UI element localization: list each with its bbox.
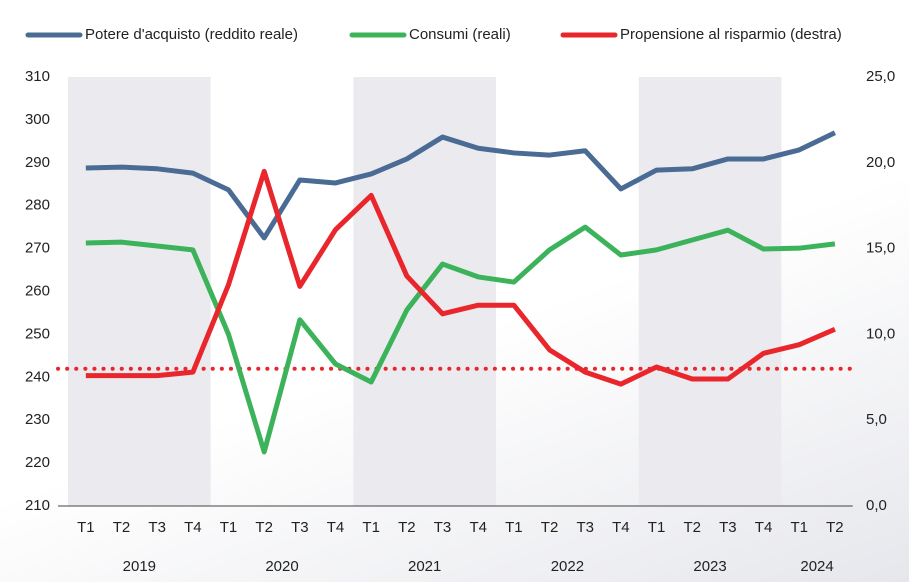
x-tick-label: T2: [113, 519, 131, 536]
y-tick-label: 220: [25, 454, 50, 471]
x-tick-label: T1: [362, 519, 380, 536]
x-tick-label: T2: [398, 519, 416, 536]
y2-tick-label: 5,0: [866, 411, 887, 428]
y-tick-label: 210: [25, 497, 50, 514]
legend-label: Potere d'acquisto (reddito reale): [85, 26, 298, 43]
legend-label: Propensione al risparmio (destra): [620, 26, 842, 43]
series-line: [85, 168, 836, 387]
y-tick-label: 310: [25, 68, 50, 85]
x-tick-label: T4: [612, 519, 630, 536]
x-tick-label: T2: [683, 519, 701, 536]
x-tick-label: T1: [648, 519, 666, 536]
year-band: [638, 77, 782, 506]
series-line: [85, 224, 836, 455]
y2-tick-label: 20,0: [866, 154, 895, 171]
year-label: 2019: [123, 558, 156, 575]
x-tick-label: T2: [255, 519, 273, 536]
x-tick-label: T4: [184, 519, 202, 536]
x-tick-label: T4: [469, 519, 487, 536]
x-tick-label: T3: [576, 519, 594, 536]
year-label: 2020: [265, 558, 298, 575]
x-tick-label: T2: [541, 519, 559, 536]
y-tick-label: 260: [25, 282, 50, 299]
y-tick-label: 300: [25, 111, 50, 128]
year-band: [68, 77, 211, 506]
y-tick-label: 280: [25, 197, 50, 214]
y2-tick-label: 0,0: [866, 497, 887, 514]
x-tick-label: T3: [148, 519, 166, 536]
x-tick-label: T3: [434, 519, 452, 536]
x-tick-label: T4: [755, 519, 773, 536]
y2-tick-label: 25,0: [866, 68, 895, 85]
y-tick-label: 230: [25, 411, 50, 428]
y-tick-label: 240: [25, 368, 50, 385]
x-tick-label: T3: [719, 519, 737, 536]
x-tick-label: T2: [826, 519, 844, 536]
legend-label: Consumi (reali): [409, 26, 511, 43]
x-tick-label: T1: [220, 519, 238, 536]
year-label: 2024: [800, 558, 833, 575]
x-tick-label: T1: [505, 519, 523, 536]
year-label: 2023: [693, 558, 726, 575]
y2-tick-label: 10,0: [866, 325, 895, 342]
x-tick-label: T1: [77, 519, 95, 536]
series-line: [85, 130, 836, 241]
y-tick-label: 250: [25, 325, 50, 342]
y2-tick-label: 15,0: [866, 240, 895, 257]
x-tick-label: T4: [327, 519, 345, 536]
year-label: 2022: [551, 558, 584, 575]
year-label: 2021: [408, 558, 441, 575]
y-tick-label: 270: [25, 240, 50, 257]
y-tick-label: 290: [25, 154, 50, 171]
x-tick-label: T3: [291, 519, 309, 536]
x-tick-label: T1: [790, 519, 808, 536]
